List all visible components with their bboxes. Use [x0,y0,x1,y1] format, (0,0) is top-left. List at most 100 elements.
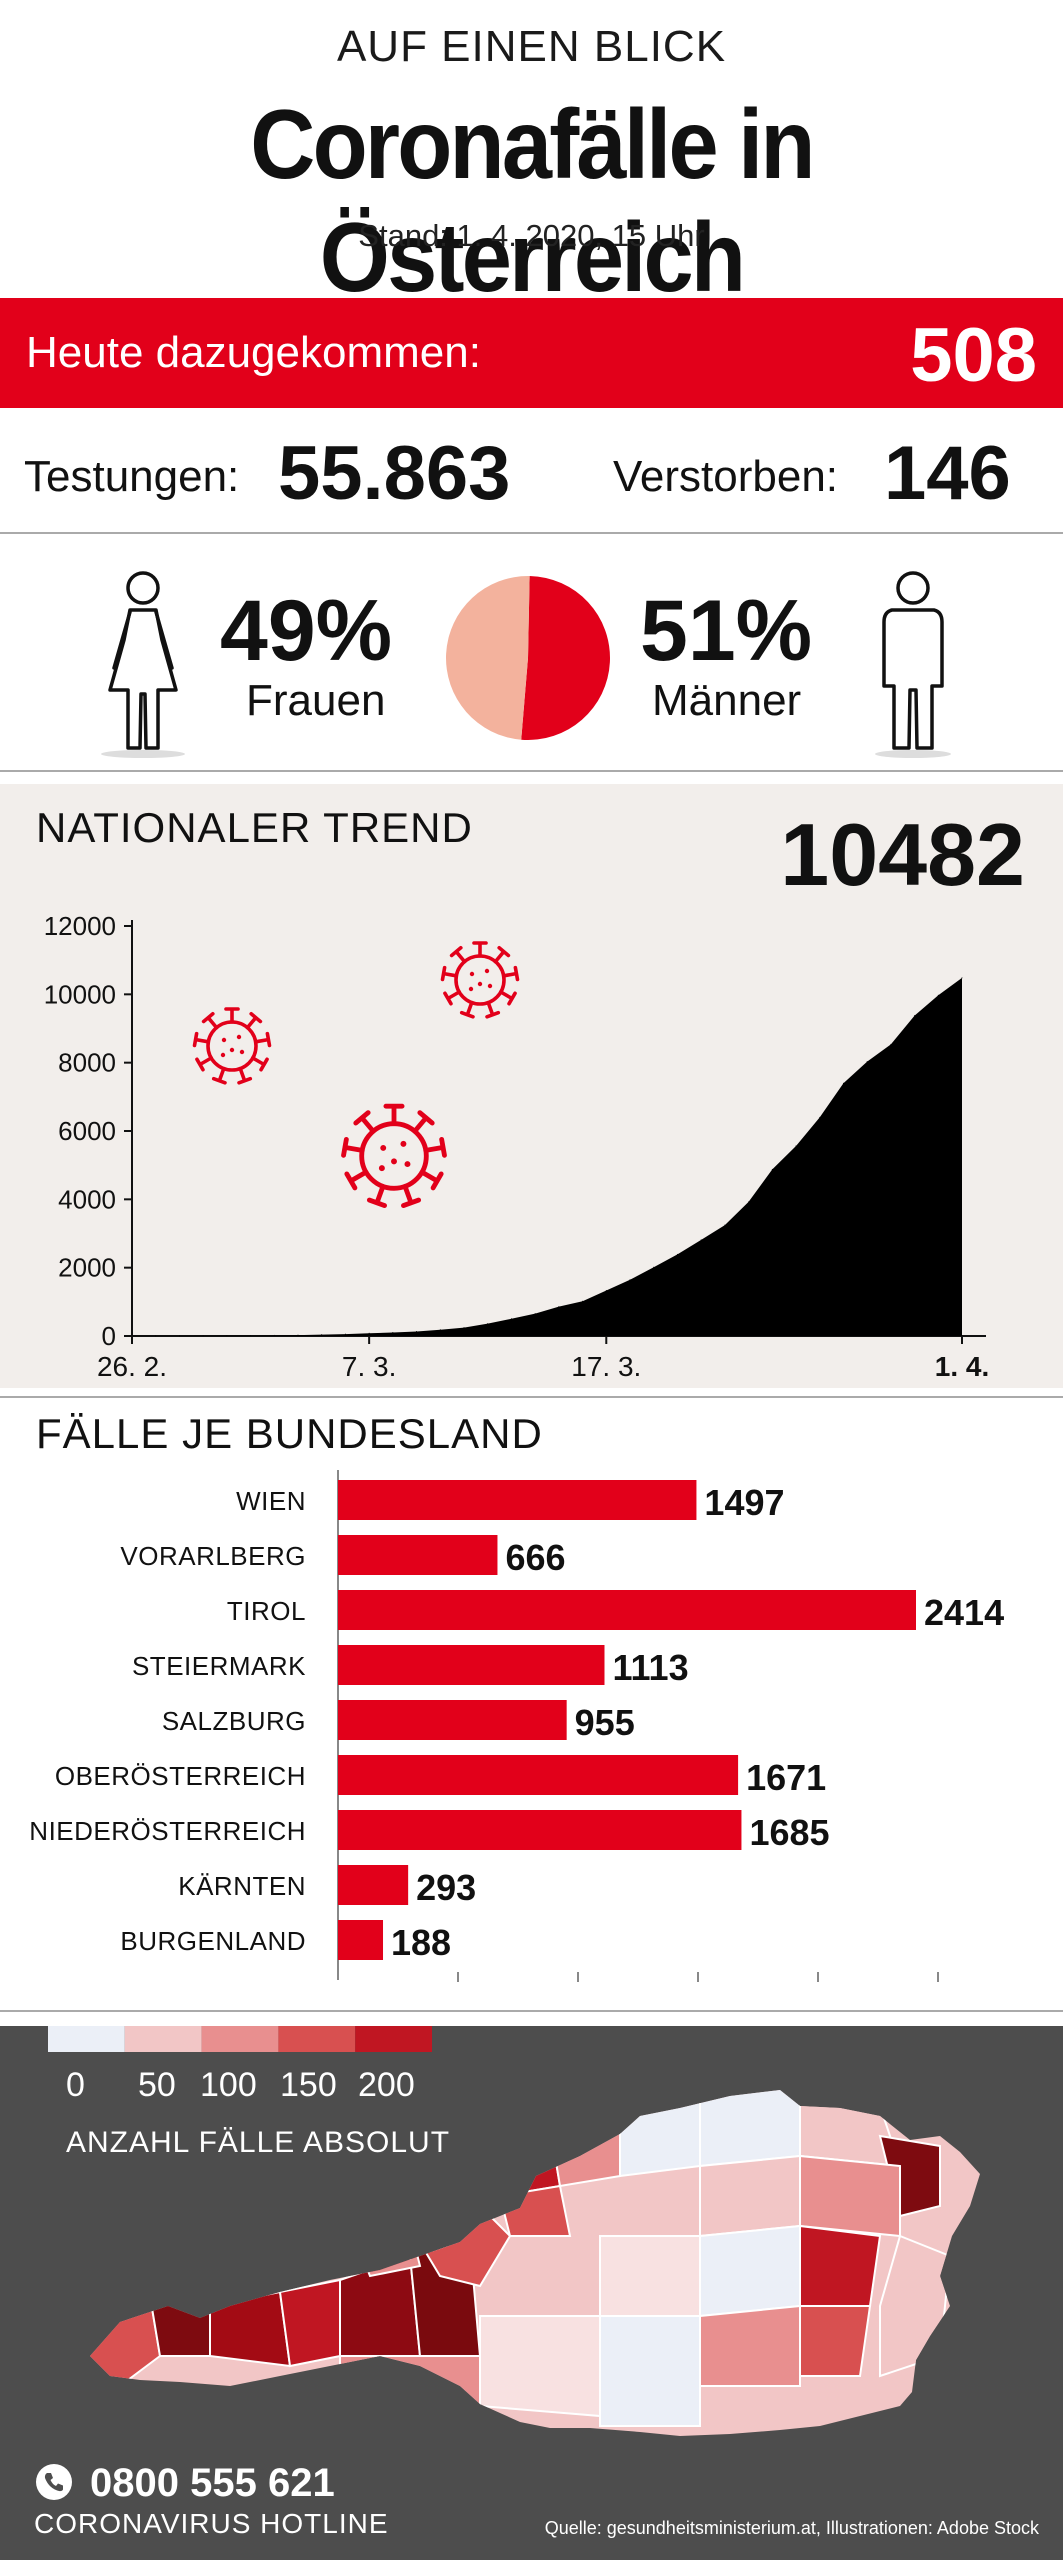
kicker: AUF EINEN BLICK [336,22,727,71]
trend-point [178,1335,180,1337]
divider [0,2010,1063,2012]
trend-point [439,1329,441,1331]
trend-point [582,1300,584,1302]
trend-point [819,1116,821,1118]
bar [338,1810,742,1850]
bar-category-label: VORARLBERG [120,1541,306,1571]
trend-point [202,1335,204,1337]
men-label: Männer [652,676,802,725]
timestamp: Stand: 1. 4. 2020, 15 Uhr [358,218,705,253]
trend-point [321,1334,323,1336]
trend-point [748,1201,750,1203]
x-tick-label: 1. 4. [935,1351,989,1382]
trend-point [155,1335,157,1337]
trend-point [131,1335,133,1337]
today-label: Heute dazugekommen: [26,328,481,377]
pie-slice-mnner [521,576,611,740]
bar [338,1645,605,1685]
legend-caption: ANZAHL FÄLLE ABSOLUT [66,2126,451,2159]
trend-point [724,1224,726,1226]
trend-point [914,1015,916,1017]
phone-icon [36,2464,72,2500]
y-tick-label: 0 [102,1321,116,1351]
page-title: Coronafälle in Österreich [250,89,815,312]
trend-chart: 0 2000 4000 6000 8000 10000 12000 26. 2. 7. 3. 17… [44,911,990,1382]
bundesland-bar-chart: WIEN 1497 VORARLBERG 666 TIROL 2414 STEIERMARK… [29,1470,1004,1982]
trend-point [416,1331,418,1333]
x-tick-label: 7. 3. [342,1351,396,1382]
legend-tick: 200 [358,2066,415,2104]
trend-point [629,1279,631,1281]
divider [0,770,1063,772]
legend-swatch [355,2026,432,2052]
bundesland-title: FÄLLE JE BUNDESLAND [36,1410,543,1457]
bar-value-label: 188 [391,1922,451,1963]
today-banner: Heute dazugekommen: 508 [0,298,1063,408]
trend-point [368,1332,370,1334]
trend-point [653,1266,655,1268]
legend-tick: 50 [138,2066,176,2104]
legend-swatch [124,2026,202,2052]
trend-point [226,1335,228,1337]
trend-point [937,994,939,996]
bar-value-label: 955 [575,1702,635,1743]
trend-point [487,1323,489,1325]
bar-category-label: BURGENLAND [120,1926,306,1956]
y-tick-label: 6000 [58,1116,116,1146]
trend-point [297,1334,299,1336]
women-label: Frauen [246,676,386,725]
x-tick-label: 17. 3. [571,1351,641,1382]
trend-point [463,1327,465,1329]
y-tick-label: 8000 [58,1048,116,1078]
female-figure-icon [101,571,185,758]
bar-category-label: NIEDERÖSTERREICH [29,1816,306,1846]
gender-pie-chart [446,576,611,740]
bar-value-label: 1671 [746,1757,826,1798]
trend-point [605,1289,607,1291]
trend-point [676,1253,678,1255]
bar-value-label: 293 [416,1867,476,1908]
bar [338,1480,697,1520]
trend-point [700,1239,702,1241]
virus-icon [324,1086,464,1226]
bar-value-label: 1685 [749,1812,829,1853]
legend-swatch [278,2026,356,2052]
pie-slice-frauen [446,576,530,740]
x-tick-label: 26. 2. [97,1351,167,1382]
tests-value: 55.863 [278,431,511,516]
trend-point [890,1043,892,1045]
y-tick-label: 2000 [58,1253,116,1283]
trend-point [250,1335,252,1337]
bar-category-label: SALZBURG [162,1706,306,1736]
men-percentage: 51% [640,583,813,679]
hotline-label: CORONAVIRUS HOTLINE [34,2508,389,2539]
trend-point [842,1082,844,1084]
trend-area [132,977,962,1336]
legend-tick: 100 [200,2066,257,2104]
legend-tick: 0 [66,2066,85,2104]
bar-value-label: 1497 [704,1482,784,1523]
bar-value-label: 666 [505,1537,565,1578]
bar [338,1920,384,1960]
virus-icon [428,928,532,1032]
tests-label: Testungen: [24,452,240,501]
trend-point [273,1334,275,1336]
bar [338,1755,739,1795]
bar-category-label: WIEN [236,1486,306,1516]
bar [338,1700,567,1740]
legend-swatch [201,2026,279,2052]
bar-value-label: 2414 [924,1592,1004,1633]
trend-point [771,1168,773,1170]
women-percentage: 49% [220,583,393,679]
male-figure-icon [875,571,951,758]
bar-category-label: KÄRNTEN [178,1871,306,1901]
trend-point [510,1318,512,1320]
divider [0,1396,1063,1398]
trend-point [961,977,963,979]
trend-point [558,1306,560,1308]
y-tick-label: 4000 [58,1184,116,1214]
legend-swatch [48,2026,125,2052]
bar [338,1865,409,1905]
y-tick-label: 10000 [44,979,116,1009]
trend-title: NATIONALER TREND [36,804,473,851]
